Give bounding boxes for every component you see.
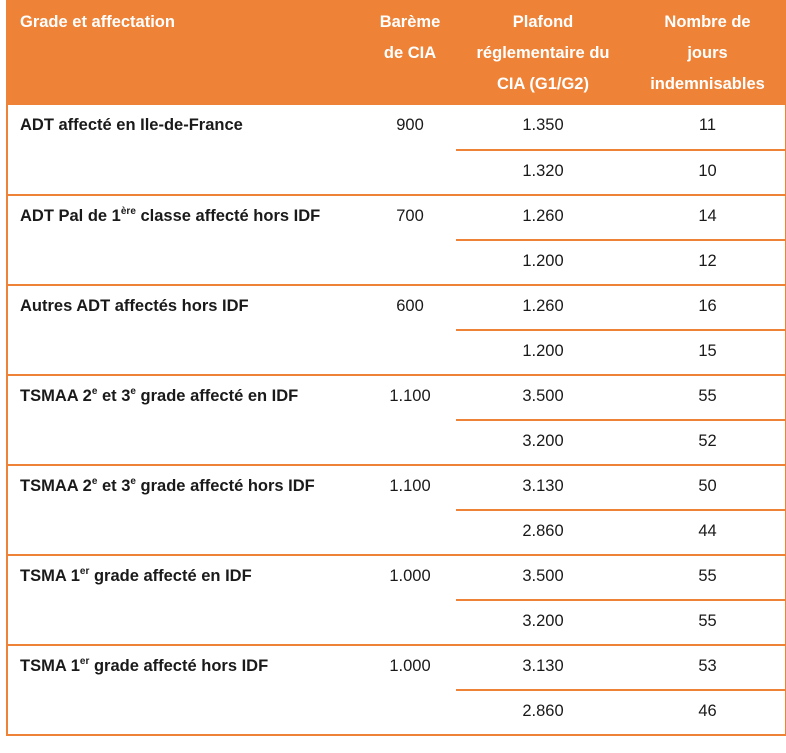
plafond-g1-cell: 1.350: [456, 105, 630, 151]
jours-g1-cell: 55: [630, 375, 786, 421]
header-bareme: Barème de CIA: [364, 0, 456, 105]
jours-g2-cell: 52: [630, 420, 786, 466]
grade-cell: ADT Pal de 1ère classe affecté hors IDF: [6, 195, 364, 286]
header-row: Grade et affectation Barème de CIA Plafon…: [6, 0, 786, 105]
jours-g1-cell: 53: [630, 645, 786, 691]
table-subrow: 2.860 44: [7, 510, 786, 556]
bareme-cell: 900: [364, 105, 456, 196]
plafond-g1-cell: 3.130: [456, 465, 630, 511]
jours-g2-cell: 12: [630, 240, 786, 286]
grade-cell: TSMAA 2e et 3e grade affecté en IDF: [6, 375, 364, 466]
grade-cell: TSMA 1er grade affecté en IDF: [6, 555, 364, 646]
plafond-g2-cell: 1.320: [456, 150, 630, 196]
jours-g1-cell: 50: [630, 465, 786, 511]
grade-cell: ADT affecté en Ile-de-France: [6, 105, 364, 196]
plafond-g1-cell: 3.130: [456, 645, 630, 691]
bareme-cell: 1.100: [364, 465, 456, 556]
jours-g1-cell: 14: [630, 195, 786, 241]
jours-g1-cell: 11: [630, 105, 786, 151]
table-subrow: 1.320 10: [7, 150, 786, 196]
jours-g2-cell: 46: [630, 690, 786, 736]
bareme-cell: 1.000: [364, 555, 456, 646]
table-row: TSMA 1er grade affecté hors IDF 1.000 3.…: [6, 645, 786, 736]
grade-cell: TSMA 1er grade affecté hors IDF: [6, 645, 364, 736]
jours-g2-cell: 55: [630, 600, 786, 646]
jours-g2-cell: 15: [630, 330, 786, 376]
plafond-g2-cell: 1.200: [456, 240, 630, 286]
grade-cell: Autres ADT affectés hors IDF: [6, 285, 364, 376]
grade-cell: TSMAA 2e et 3e grade affecté hors IDF: [6, 465, 364, 556]
plafond-g1-cell: 1.260: [456, 285, 630, 331]
bareme-cell: 1.000: [364, 645, 456, 736]
header-plafond: Plafond réglementaire du CIA (G1/G2): [456, 0, 630, 105]
plafond-g2-cell: 2.860: [456, 690, 630, 736]
table-row: TSMAA 2e et 3e grade affecté hors IDF 1.…: [6, 465, 786, 556]
jours-g2-cell: 10: [630, 150, 786, 196]
table-row: TSMAA 2e et 3e grade affecté en IDF 1.10…: [6, 375, 786, 466]
plafond-g2-cell: 1.200: [456, 330, 630, 376]
plafond-g1-cell: 3.500: [456, 555, 630, 601]
cia-table: Grade et affectation Barème de CIA Plafon…: [6, 0, 786, 736]
jours-g2-cell: 44: [630, 510, 786, 556]
table-row: ADT Pal de 1ère classe affecté hors IDF …: [6, 195, 786, 286]
table-row: TSMA 1er grade affecté en IDF 1.000 3.50…: [6, 555, 786, 646]
plafond-g1-cell: 3.500: [456, 375, 630, 421]
plafond-g1-cell: 1.260: [456, 195, 630, 241]
table-row: ADT affecté en Ile-de-France 900 1.350 1…: [6, 105, 786, 196]
plafond-g2-cell: 2.860: [456, 510, 630, 556]
header-jours: Nombre de jours indemnisables: [630, 0, 786, 105]
plafond-g2-cell: 3.200: [456, 420, 630, 466]
table-subrow: 1.200 12: [7, 240, 786, 286]
bareme-cell: 600: [364, 285, 456, 376]
table-subrow: 1.200 15: [7, 330, 786, 376]
table-subrow: 3.200 52: [7, 420, 786, 466]
bareme-cell: 1.100: [364, 375, 456, 466]
jours-g1-cell: 16: [630, 285, 786, 331]
header-grade: Grade et affectation: [6, 0, 364, 105]
jours-g1-cell: 55: [630, 555, 786, 601]
table-row: Autres ADT affectés hors IDF 600 1.260 1…: [6, 285, 786, 376]
table-subrow: 3.200 55: [7, 600, 786, 646]
plafond-g2-cell: 3.200: [456, 600, 630, 646]
bareme-cell: 700: [364, 195, 456, 286]
table-subrow: 2.860 46: [7, 690, 786, 736]
